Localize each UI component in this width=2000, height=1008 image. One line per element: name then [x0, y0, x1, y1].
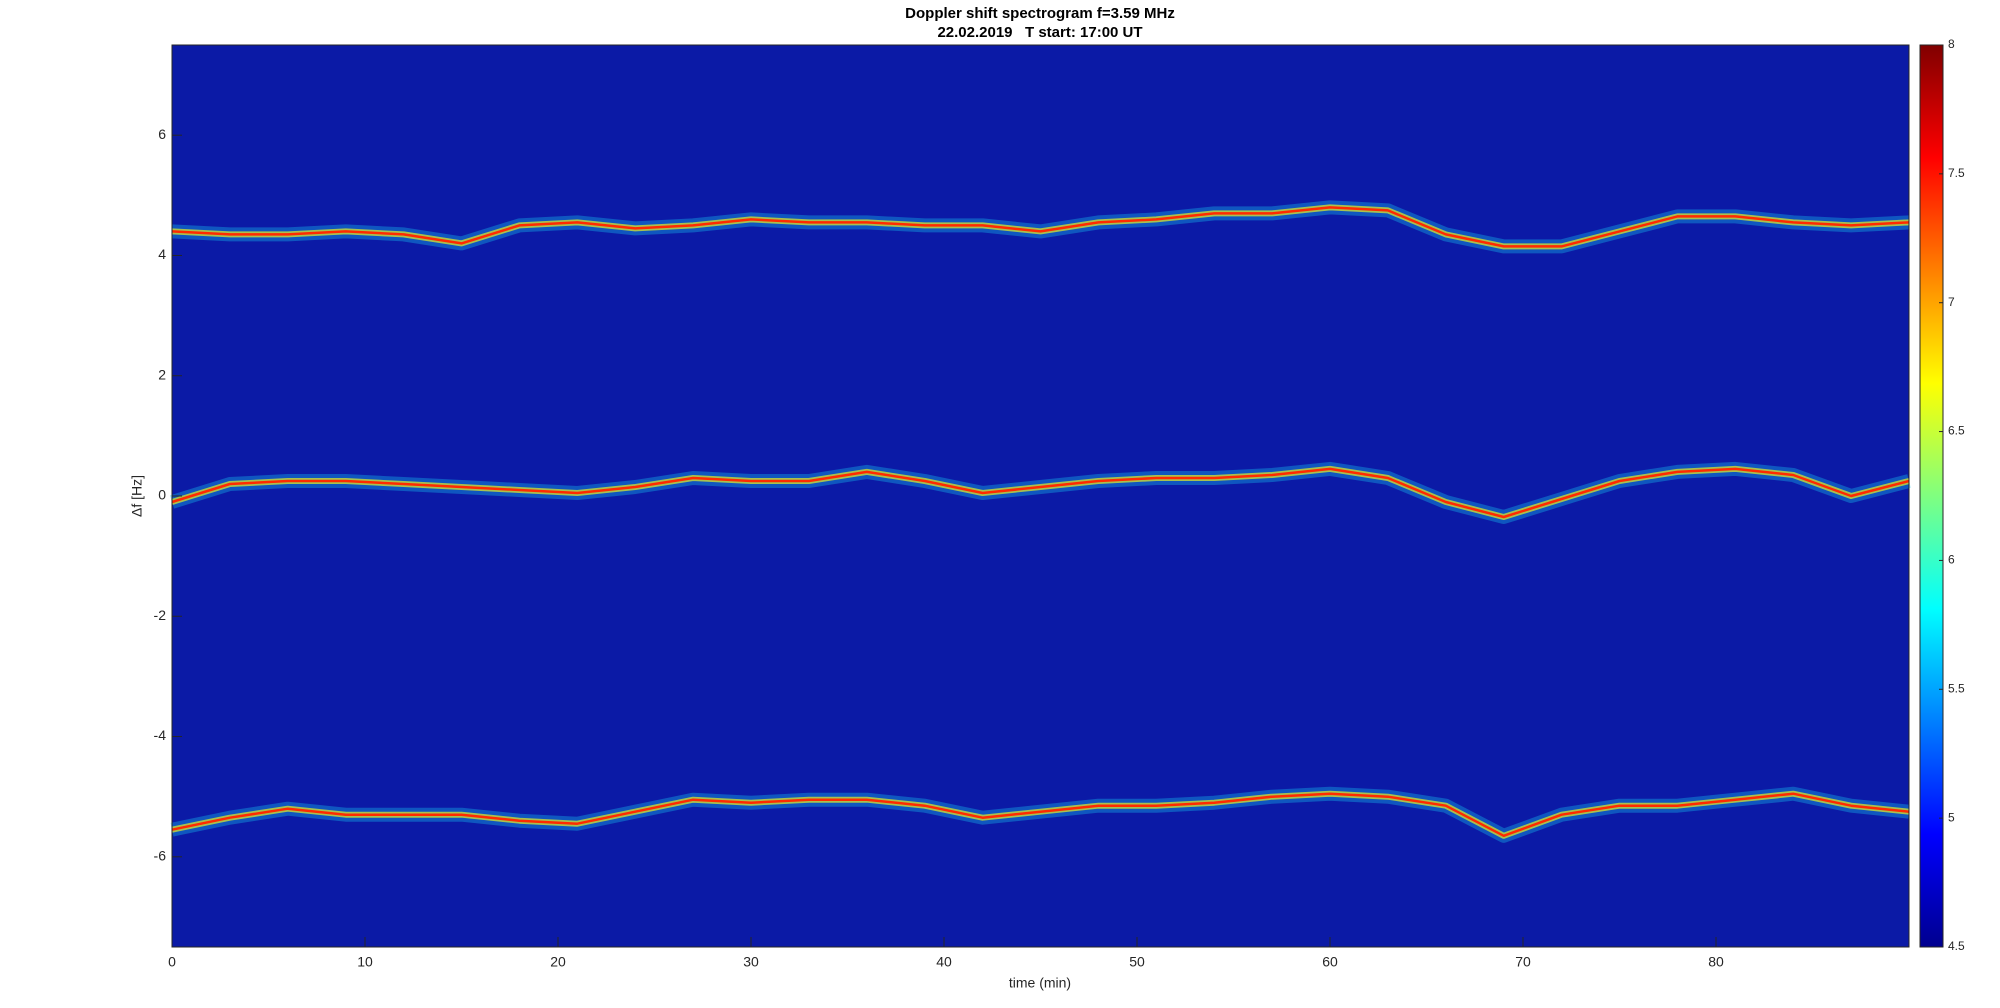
colorbar-tick-label: 4.5 — [1948, 939, 1965, 953]
colorbar-tick-label: 6 — [1948, 553, 1955, 567]
x-axis-label: time (min) — [1009, 975, 1071, 991]
x-tick-label: 20 — [550, 954, 566, 970]
y-tick-label: 6 — [158, 126, 166, 142]
chart-title: Doppler shift spectrogram f=3.59 MHz — [905, 5, 1175, 22]
x-tick-label: 30 — [743, 954, 759, 970]
x-tick-label: 10 — [357, 954, 373, 970]
x-tick-label: 50 — [1129, 954, 1145, 970]
colorbar-tick-label: 7.5 — [1948, 166, 1965, 180]
x-tick-label: 40 — [936, 954, 952, 970]
trace — [171, 792, 1910, 838]
trace — [171, 467, 1910, 519]
colorbar-tick-label: 5.5 — [1948, 681, 1965, 695]
x-tick-label: 0 — [168, 954, 176, 970]
y-tick-label: -4 — [154, 727, 167, 743]
y-tick-label: 4 — [158, 246, 166, 262]
y-axis-label: Δf [Hz] — [129, 475, 145, 517]
trace — [171, 206, 1910, 248]
colorbar-tick-label: 7 — [1948, 295, 1955, 309]
x-tick-label: 80 — [1708, 954, 1724, 970]
y-tick-label: -6 — [154, 848, 167, 864]
x-tick-label: 60 — [1322, 954, 1338, 970]
y-tick-label: 0 — [158, 487, 166, 503]
colorbar-tick-label: 6.5 — [1948, 424, 1965, 438]
x-tick-label: 70 — [1515, 954, 1531, 970]
chart-subtitle: 22.02.2019 T start: 17:00 UT — [937, 24, 1142, 41]
colorbar-tick-label: 8 — [1948, 37, 1955, 51]
plot-background — [172, 45, 1909, 947]
colorbar-tick-label: 5 — [1948, 810, 1955, 824]
colorbar — [1919, 44, 1944, 948]
y-tick-label: 2 — [158, 366, 166, 382]
y-tick-label: -2 — [154, 607, 167, 623]
